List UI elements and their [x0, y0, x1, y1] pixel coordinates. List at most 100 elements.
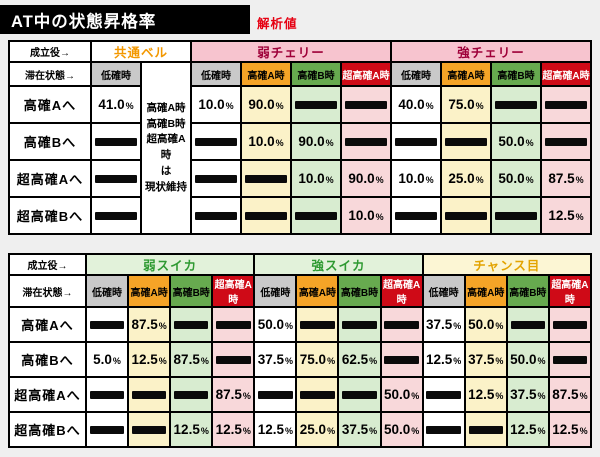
row-label: 超高確Aへ — [8, 159, 92, 198]
percent-value: 50.0 — [383, 421, 411, 437]
state-header-low: 低確時 — [84, 274, 130, 308]
value-cell: 37.5% — [337, 411, 382, 448]
value-cell: 50.0% — [490, 159, 542, 198]
value-cell: 10.0% — [190, 85, 242, 124]
state-arrow-label: 滞在状態→ — [8, 274, 87, 308]
no-value-dash — [426, 390, 461, 399]
no-value-dash — [216, 320, 251, 329]
percent-sign: % — [327, 355, 336, 366]
row-label: 超高確Bへ — [8, 411, 87, 448]
percent-sign: % — [200, 355, 209, 366]
percent-sign: % — [537, 425, 546, 436]
row-label: 超高確Bへ — [8, 196, 92, 235]
percent-value: 10.0 — [298, 170, 325, 186]
value-cell: 87.5% — [169, 341, 214, 378]
value-cell: 90.0% — [290, 122, 342, 161]
value-cell: 12.5% — [540, 196, 592, 235]
no-value-dash — [545, 100, 587, 109]
no-value-dash — [445, 137, 487, 146]
state-header-hA: 高確A時 — [463, 274, 508, 308]
dash-cell — [190, 196, 242, 235]
no-value-dash — [95, 137, 137, 146]
percent-value: 12.5 — [257, 421, 284, 437]
percent-sign: % — [453, 355, 462, 366]
percent-sign: % — [475, 174, 484, 185]
no-value-dash — [384, 320, 419, 329]
dash-cell — [169, 306, 214, 343]
dash-cell — [127, 411, 172, 448]
value-cell: 87.5% — [211, 376, 256, 413]
value-cell: 25.0% — [440, 159, 492, 198]
state-header-low: 低確時 — [253, 274, 298, 308]
group-header-cherry: 強チェリー — [390, 40, 592, 63]
page-title-bar: AT中の状態昇格率 — [0, 5, 250, 34]
percent-sign: % — [579, 425, 588, 436]
dash-cell — [421, 376, 466, 413]
no-value-dash — [89, 425, 125, 434]
value-cell: 87.5% — [547, 376, 593, 413]
dash-cell — [337, 306, 382, 343]
row-label: 高確Bへ — [8, 341, 87, 378]
percent-sign: % — [325, 137, 334, 148]
percent-value: 90.0 — [298, 133, 325, 149]
no-value-dash — [384, 355, 419, 364]
group-header-suika: 弱スイカ — [84, 253, 256, 276]
dash-cell — [379, 341, 424, 378]
percent-value: 90.0 — [348, 170, 375, 186]
percent-value: 37.5 — [341, 421, 369, 437]
no-value-dash — [342, 320, 377, 329]
percent-value: 62.5 — [341, 351, 369, 367]
no-value-dash — [495, 100, 537, 109]
percent-sign: % — [495, 355, 504, 366]
dash-cell — [211, 306, 256, 343]
no-value-dash — [95, 211, 137, 220]
state-header-sA: 超高確A時 — [547, 274, 593, 308]
no-value-dash — [89, 390, 125, 399]
no-value-dash — [552, 320, 588, 329]
no-value-dash — [295, 100, 337, 109]
state-header-sA: 超高確A時 — [379, 274, 424, 308]
state-header-low: 低確時 — [390, 61, 442, 87]
percent-sign: % — [284, 425, 293, 436]
percent-sign: % — [284, 320, 293, 331]
percent-sign: % — [575, 174, 584, 185]
percent-sign: % — [158, 320, 167, 331]
no-value-dash — [295, 211, 337, 220]
dash-cell — [90, 122, 142, 161]
value-cell: 12.5% — [211, 411, 256, 448]
percent-value: 87.5 — [552, 386, 579, 402]
value-cell: 10.0% — [390, 159, 442, 198]
value-cell: 50.0% — [379, 376, 424, 413]
value-cell: 50.0% — [463, 306, 508, 343]
dash-cell — [240, 159, 292, 198]
no-value-dash — [395, 137, 437, 146]
percent-value: 50.0 — [498, 170, 525, 186]
dash-cell — [390, 122, 442, 161]
percent-value: 87.5 — [131, 316, 158, 332]
no-value-dash — [173, 320, 209, 329]
percent-value: 75.0 — [299, 351, 327, 367]
role-arrow-label: 成立役→ — [8, 40, 92, 63]
percent-sign: % — [200, 425, 209, 436]
no-value-dash — [552, 355, 588, 364]
value-cell: 10.0% — [290, 159, 342, 198]
dash-cell — [84, 376, 130, 413]
value-cell: 37.5% — [421, 306, 466, 343]
no-value-dash — [300, 390, 335, 399]
percent-sign: % — [275, 137, 284, 148]
state-header-low: 低確時 — [190, 61, 242, 87]
state-header-hB: 高確B時 — [169, 274, 214, 308]
state-header-hB: 高確B時 — [490, 61, 542, 87]
value-cell: 10.0% — [340, 196, 392, 235]
percent-sign: % — [579, 390, 588, 401]
percent-value: 12.5 — [131, 351, 158, 367]
percent-value: 37.5 — [468, 351, 495, 367]
no-value-dash — [216, 355, 251, 364]
dash-cell — [211, 341, 256, 378]
percent-value: 5.0 — [93, 351, 112, 367]
percent-sign: % — [225, 100, 234, 111]
row-label: 高確Bへ — [8, 122, 92, 161]
no-value-dash — [131, 425, 167, 434]
value-cell: 90.0% — [340, 159, 392, 198]
percent-value: 40.0 — [398, 96, 425, 112]
